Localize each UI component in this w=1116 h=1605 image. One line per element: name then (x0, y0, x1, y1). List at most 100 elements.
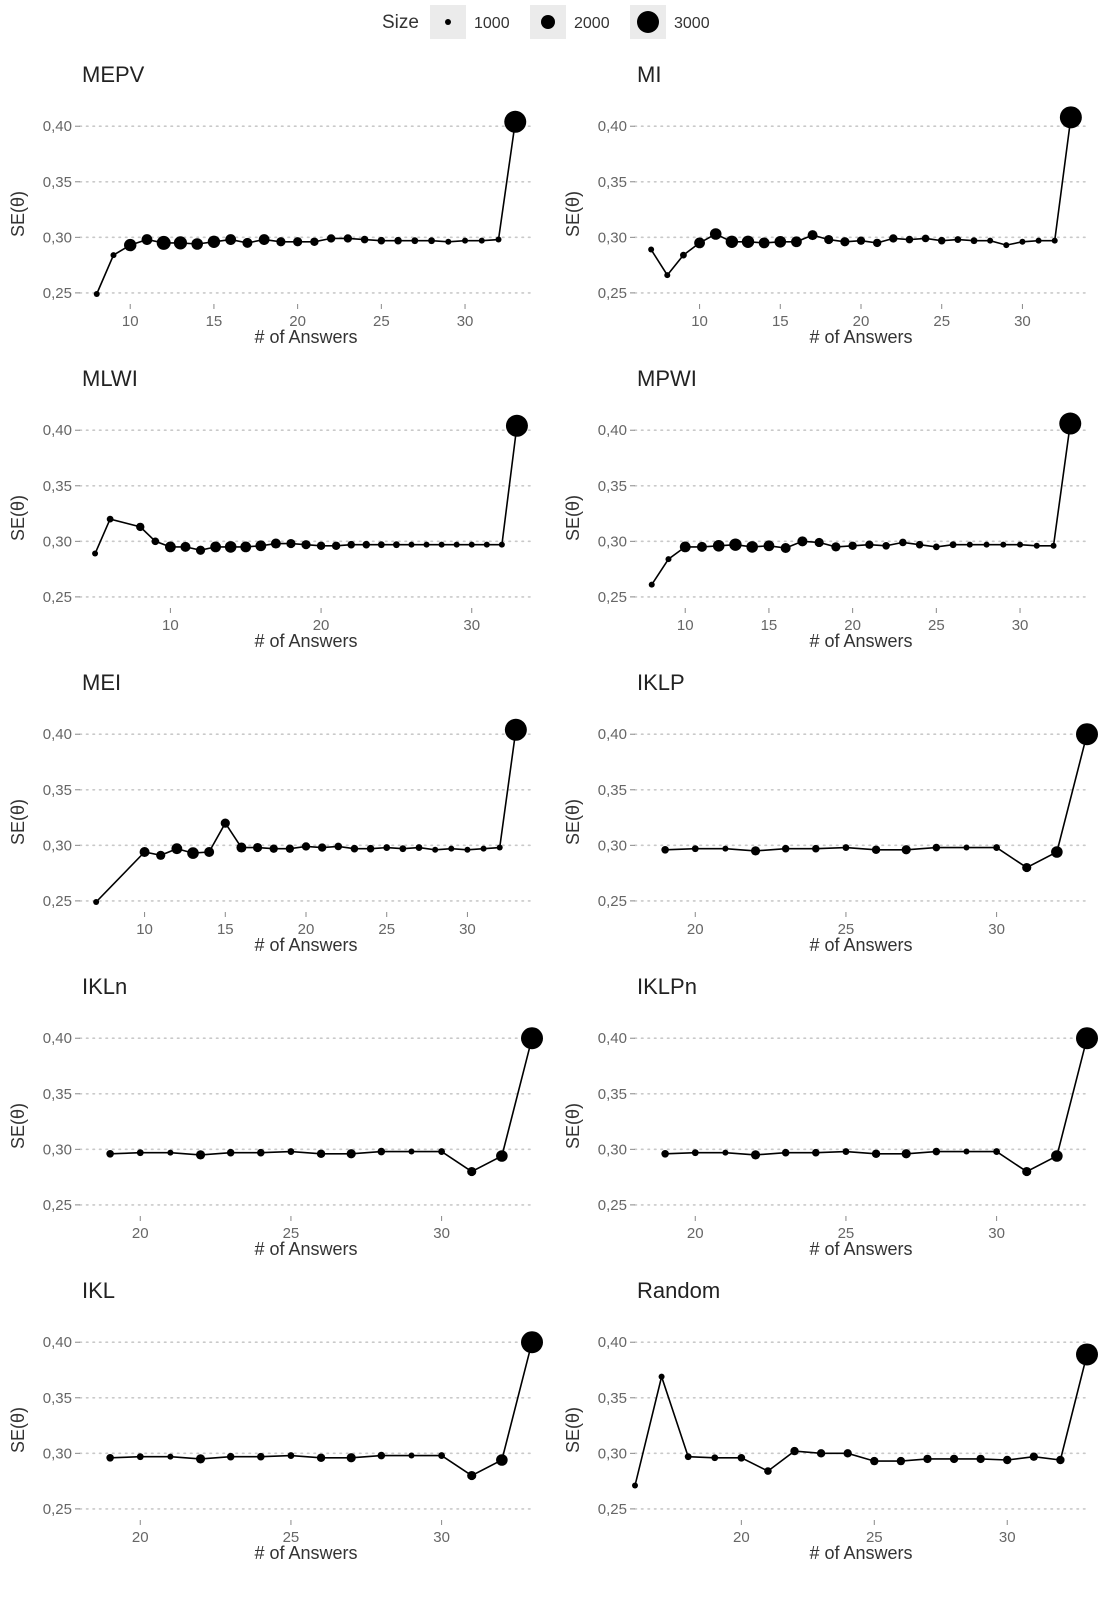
panel-title: IKLn (82, 974, 127, 999)
data-point (347, 540, 356, 549)
y-tick-label: 0,25 (598, 285, 627, 302)
data-point (661, 1149, 669, 1158)
data-point (1033, 542, 1040, 549)
data-point (225, 234, 237, 245)
x-tick-label: 30 (1012, 617, 1029, 634)
data-point (136, 1149, 144, 1157)
data-point (889, 234, 898, 243)
x-tick-label: 30 (457, 313, 474, 330)
data-point (758, 237, 770, 249)
data-point (462, 237, 469, 244)
data-point (316, 1149, 326, 1158)
data-point (1076, 1343, 1098, 1366)
data-point (393, 541, 400, 549)
data-point (226, 1452, 235, 1461)
data-point (993, 1148, 1000, 1155)
y-tick-label: 0,30 (598, 837, 627, 854)
data-point (505, 414, 528, 437)
y-tick-label: 0,25 (43, 1197, 72, 1214)
data-point (648, 581, 655, 588)
y-tick-label: 0,30 (43, 533, 72, 550)
data-point (346, 1453, 356, 1463)
y-tick-label: 0,35 (598, 782, 627, 799)
data-point (276, 237, 286, 247)
data-point (236, 842, 247, 853)
data-point (92, 550, 99, 557)
y-tick-label: 0,35 (598, 478, 627, 495)
x-tick-label: 15 (206, 313, 223, 330)
y-tick-label: 0,35 (43, 1086, 72, 1103)
data-point (694, 237, 705, 249)
x-tick-label: 25 (373, 313, 390, 330)
y-tick-label: 0,30 (43, 1141, 72, 1158)
data-point (905, 235, 914, 244)
y-tick-label: 0,25 (598, 1197, 627, 1214)
data-point (257, 1452, 265, 1461)
y-tick-label: 0,30 (43, 1445, 72, 1462)
data-point (746, 541, 758, 553)
y-tick-label: 0,35 (598, 174, 627, 191)
data-point (187, 847, 199, 859)
data-point (408, 1452, 415, 1459)
data-point (496, 1454, 508, 1466)
legend-label-1000: 1000 (474, 15, 510, 32)
data-point (495, 236, 502, 243)
panel-iklpn: IKLPn 0,25 0,30 0,35 0,40 20 25 30 # of Answers S… (563, 974, 1098, 1259)
data-point (415, 844, 423, 851)
data-point (151, 537, 160, 546)
data-point (326, 234, 336, 243)
panel-mepv: MEPV 0,25 0,30 0,35 0,40 10 15 20 25 30 # of Answe… (8, 62, 533, 347)
data-point (1022, 1166, 1032, 1177)
data-point (171, 843, 183, 855)
data-point (915, 540, 924, 549)
data-point (165, 541, 176, 553)
data-point (423, 541, 430, 548)
data-point (331, 541, 341, 550)
data-point (316, 1453, 326, 1462)
data-point (504, 718, 527, 741)
data-point (293, 237, 303, 247)
x-tick-label: 25 (928, 617, 945, 634)
data-point (377, 1147, 386, 1156)
y-tick-label: 0,35 (43, 174, 72, 191)
data-point (504, 110, 527, 133)
data-point (1029, 1452, 1039, 1461)
data-point (334, 842, 343, 851)
data-point (432, 846, 439, 853)
x-tick-label: 25 (378, 921, 395, 938)
data-point (797, 536, 808, 547)
data-point (301, 540, 311, 550)
data-point (932, 843, 941, 852)
data-point (983, 541, 990, 548)
data-point (1051, 237, 1058, 244)
x-tick-label: 25 (866, 1529, 883, 1546)
data-point (210, 541, 222, 553)
y-axis-title: SE(θ) (8, 495, 28, 541)
data-point (136, 1453, 144, 1461)
data-point (252, 842, 263, 853)
x-tick-label: 20 (844, 617, 861, 634)
x-tick-label: 10 (691, 313, 708, 330)
data-point (195, 1150, 206, 1160)
panel-title: MI (637, 62, 661, 87)
data-point (1056, 1455, 1065, 1465)
data-point (286, 538, 296, 549)
data-point (167, 1453, 174, 1460)
data-point (362, 540, 371, 549)
data-point (848, 541, 857, 550)
data-point (195, 1454, 206, 1464)
data-point (240, 541, 252, 553)
data-point (921, 234, 930, 243)
x-tick-label: 30 (999, 1529, 1016, 1546)
x-tick-label: 20 (298, 921, 315, 938)
data-point (110, 252, 117, 259)
y-axis-title: SE(θ) (563, 799, 583, 845)
legend-key-1000 (445, 19, 451, 25)
legend-label-3000: 3000 (674, 15, 710, 32)
data-point (173, 236, 188, 250)
data-point (691, 1149, 699, 1157)
data-point (711, 1454, 719, 1462)
data-point (269, 844, 278, 853)
x-tick-label: 20 (853, 313, 870, 330)
data-point (737, 1453, 746, 1462)
